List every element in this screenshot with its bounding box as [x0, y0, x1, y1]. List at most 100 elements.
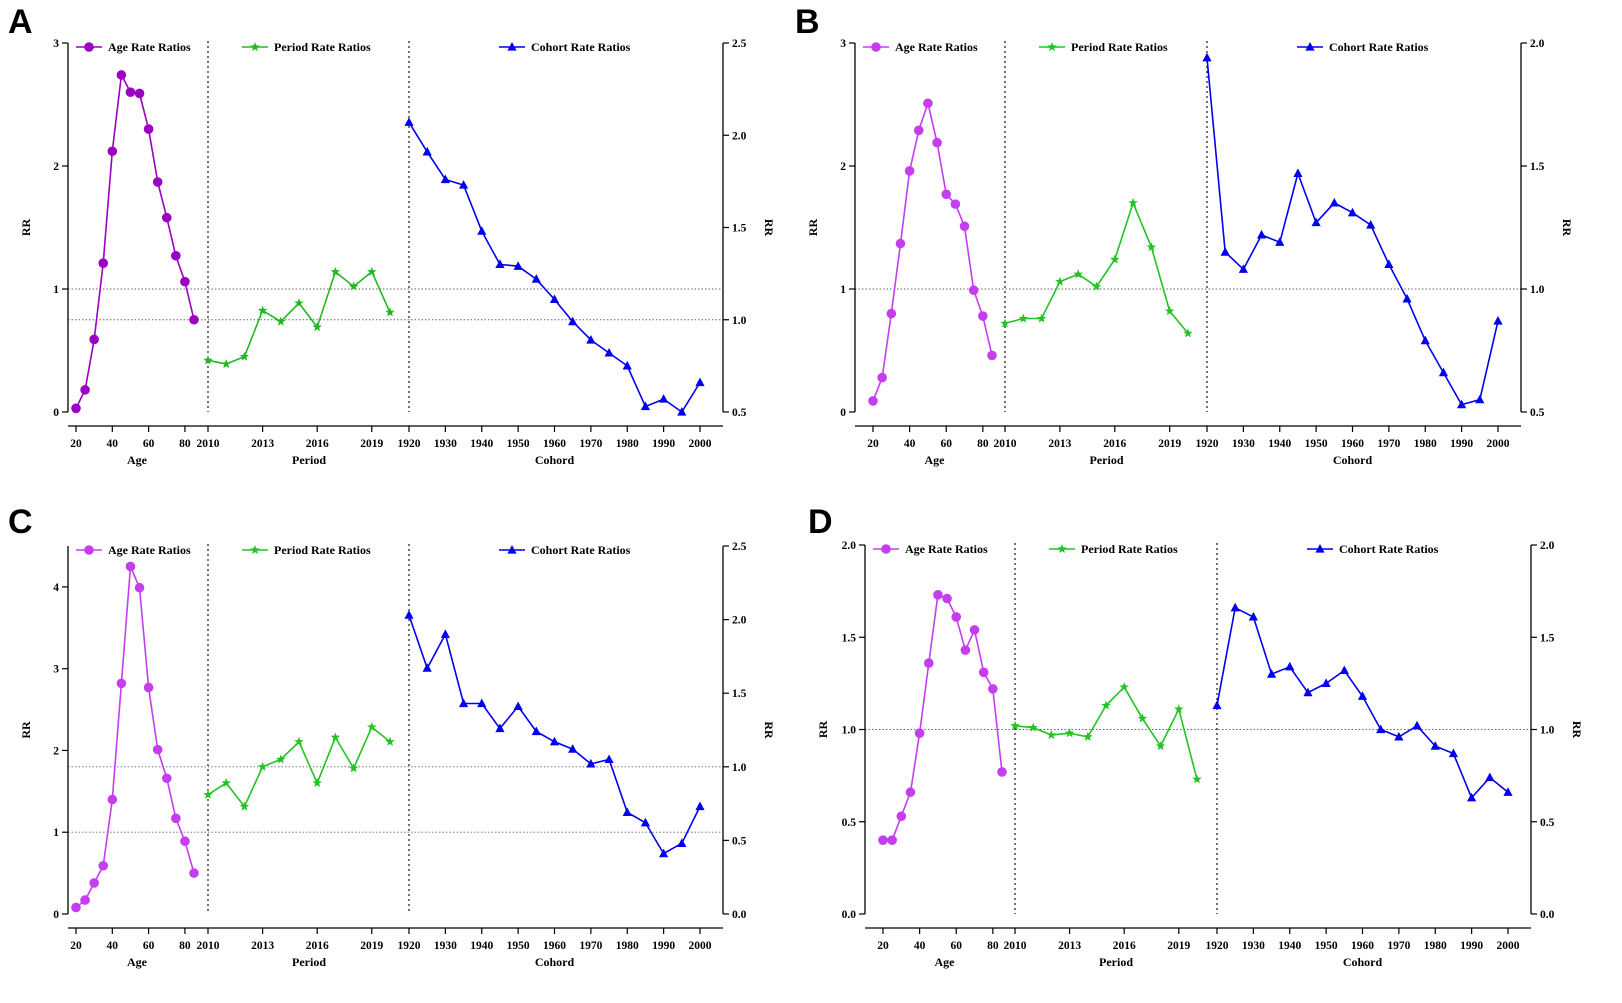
left-tick-label: 2.0 [842, 540, 857, 552]
left-tick-label: 1 [53, 827, 59, 839]
age-tick-label: 80 [977, 438, 989, 450]
right-tick-label: 1.5 [1540, 632, 1555, 644]
period-legend-marker [250, 42, 260, 52]
cohort-tick-label: 1970 [579, 940, 602, 952]
age-tick-label: 80 [987, 940, 999, 952]
age-point [171, 250, 181, 261]
age-tick-label: 40 [107, 438, 119, 450]
age-point [960, 645, 971, 655]
cohort-point [1438, 367, 1449, 377]
cohort-tick-label: 1930 [1232, 438, 1255, 450]
right-tick-label: 0.5 [732, 835, 747, 847]
period-point [1174, 704, 1184, 714]
cohort-tick-label: 1920 [398, 940, 421, 952]
period-point [1073, 269, 1083, 279]
cohort-axis-title: Cohord [535, 453, 575, 467]
cohort-point [404, 117, 414, 126]
period-point [221, 777, 231, 788]
cohort-series-line [408, 614, 701, 855]
panel-label: A [8, 3, 33, 41]
cohort-tick-label: 1940 [470, 438, 493, 450]
cohort-point [1467, 792, 1477, 802]
period-point [1046, 730, 1057, 740]
right-tick-label: 1.5 [732, 688, 747, 700]
right-tick-label: 2.0 [732, 615, 747, 627]
cohort-legend-marker [507, 545, 517, 554]
age-point [997, 767, 1007, 777]
cohort-tick-label: 1930 [434, 438, 457, 450]
panel-label: B [795, 3, 820, 41]
cohort-point [1394, 731, 1404, 741]
age-point [978, 667, 989, 678]
age-tick-label: 60 [143, 940, 155, 952]
right-tick-label: 0.5 [1530, 407, 1545, 419]
age-point [189, 314, 199, 325]
period-point [239, 801, 250, 811]
cohort-tick-label: 2000 [689, 438, 712, 450]
age-point [80, 385, 90, 395]
age-point [125, 87, 136, 97]
right-tick-label: 2.0 [1540, 540, 1555, 552]
cohort-tick-label: 1960 [1351, 940, 1374, 952]
cohort-axis-title: Cohord [535, 955, 575, 969]
age-point [896, 811, 907, 822]
cohort-point [695, 801, 705, 811]
cohort-point [586, 335, 596, 344]
age-point [923, 658, 934, 668]
right-tick-label: 1.5 [732, 223, 747, 235]
cohort-point [1212, 700, 1222, 710]
cohort-point [604, 754, 614, 764]
right-axis-title: RR [1570, 721, 1584, 739]
cohort-point [1248, 611, 1258, 621]
cohort-point [1475, 394, 1485, 404]
cohort-tick-label: 1940 [1268, 438, 1291, 450]
cohort-tick-label: 2000 [1487, 438, 1510, 450]
cohort-point [1230, 602, 1240, 612]
cohort-series-line [408, 121, 701, 414]
age-point [98, 860, 109, 871]
age-point [134, 88, 145, 99]
cohort-axis-title: Cohord [1333, 453, 1373, 467]
right-tick-label: 1.0 [732, 762, 747, 774]
period-legend-label: Period Rate Ratios [274, 40, 371, 54]
cohort-tick-label: 1990 [652, 940, 675, 952]
cohort-point [1384, 259, 1394, 268]
age-tick-label: 20 [70, 940, 82, 952]
period-axis-title: Period [1090, 453, 1124, 467]
age-point [134, 582, 145, 593]
left-tick-label: 3 [53, 38, 59, 50]
right-tick-label: 1.0 [1540, 725, 1555, 737]
cohort-point [513, 701, 523, 711]
period-point [1164, 306, 1175, 316]
period-tick-label: 2010 [1004, 940, 1027, 952]
age-point [932, 137, 942, 148]
age-point [942, 593, 952, 604]
left-tick-label: 0 [840, 407, 846, 419]
period-series-line [1004, 200, 1189, 334]
right-tick-label: 1.0 [1530, 284, 1545, 296]
cohort-tick-label: 1950 [1305, 438, 1328, 450]
period-point [1036, 313, 1047, 323]
left-tick-label: 0.0 [842, 909, 857, 921]
age-point [107, 146, 118, 157]
cohort-point [1303, 687, 1313, 697]
cohort-point [1503, 787, 1513, 796]
cohort-point [622, 807, 632, 817]
period-point [312, 777, 322, 788]
period-legend-marker [1047, 42, 1057, 52]
right-tick-label: 1.5 [1530, 161, 1545, 173]
cohort-legend-label: Cohort Rate Ratios [531, 543, 631, 557]
left-tick-label: 0 [53, 909, 59, 921]
period-point [221, 359, 231, 369]
left-tick-label: 4 [53, 582, 59, 594]
age-point [878, 835, 888, 846]
period-point [257, 305, 268, 315]
age-series-line [75, 72, 195, 409]
period-series-line [207, 270, 391, 365]
cohort-point [495, 723, 505, 733]
age-tick-label: 60 [940, 438, 952, 450]
age-point [80, 895, 90, 905]
period-point [1183, 328, 1193, 338]
age-point [98, 258, 109, 268]
age-point [887, 835, 897, 846]
